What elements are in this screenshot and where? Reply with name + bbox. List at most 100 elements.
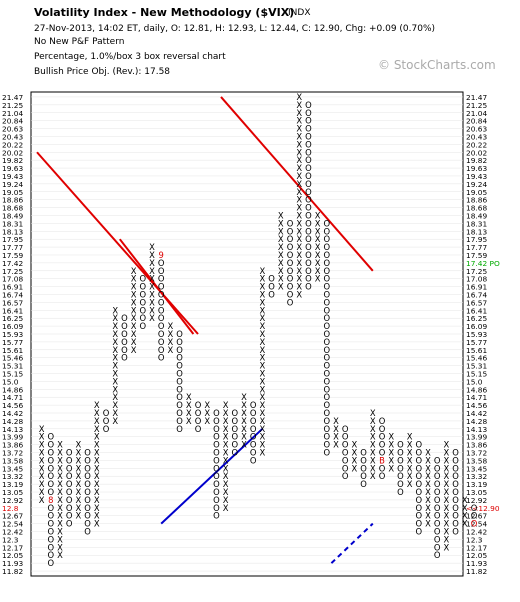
- x-mark: X: [241, 400, 247, 410]
- y-tick-label-left: 14.13: [2, 425, 23, 434]
- y-tick-label-left: 16.41: [2, 306, 23, 315]
- x-mark: X: [112, 369, 118, 379]
- x-mark: X: [94, 424, 100, 434]
- o-mark: O: [324, 258, 331, 268]
- x-mark: X: [94, 479, 100, 489]
- x-mark: X: [462, 519, 468, 529]
- o-mark: O: [213, 424, 220, 434]
- x-mark: X: [149, 305, 155, 315]
- x-mark: X: [444, 448, 450, 458]
- o-mark: O: [452, 455, 459, 465]
- o-mark: O: [158, 282, 165, 292]
- x-mark: X: [315, 266, 321, 276]
- y-tick-label-left: 18.31: [2, 219, 23, 228]
- o-mark: O: [342, 424, 349, 434]
- y-tick-label-right: 12.3: [466, 535, 483, 544]
- y-tick-label-left: 15.93: [2, 330, 23, 339]
- x-mark: X: [39, 440, 45, 450]
- o-mark: O: [452, 463, 459, 473]
- y-tick-label-left: 13.32: [2, 472, 23, 481]
- o-mark: O: [66, 503, 73, 513]
- o-mark: O: [84, 455, 91, 465]
- o-mark: O: [232, 440, 239, 450]
- x-mark: X: [131, 282, 137, 292]
- y-tick-label-right: 14.42: [466, 409, 487, 418]
- x-mark: X: [149, 282, 155, 292]
- y-tick-label-right: 14.56: [466, 401, 487, 410]
- y-tick-label-right: 13.86: [466, 441, 487, 450]
- y-tick-label-left: 15.31: [2, 362, 23, 371]
- y-tick-label-right: 13.45: [466, 464, 487, 473]
- y-tick-label-right: 16.41: [466, 306, 487, 315]
- y-tick-label-right: 20.43: [466, 132, 487, 141]
- x-mark: X: [57, 463, 63, 473]
- x-mark: X: [94, 432, 100, 442]
- x-mark: X: [94, 495, 100, 505]
- x-mark: X: [112, 321, 118, 331]
- x-mark: X: [296, 250, 302, 260]
- y-tick-label-right: 15.93: [466, 330, 487, 339]
- y-tick-label-right: 16.09: [466, 322, 487, 331]
- x-mark: X: [370, 463, 376, 473]
- x-mark: X: [296, 131, 302, 141]
- x-mark: X: [352, 448, 358, 458]
- x-mark: X: [241, 432, 247, 442]
- y-tick-label-right: 11.93: [466, 559, 487, 568]
- x-mark: X: [407, 432, 413, 442]
- x-mark: X: [352, 455, 358, 465]
- x-mark: X: [57, 479, 63, 489]
- o-mark: O: [287, 289, 294, 299]
- x-mark: X: [296, 195, 302, 205]
- o-mark: O: [305, 218, 312, 228]
- o-mark: O: [158, 289, 165, 299]
- o-mark: O: [250, 455, 257, 465]
- trendline-resistance-3: [220, 96, 374, 272]
- o-mark: O: [360, 471, 367, 481]
- x-mark: X: [260, 297, 266, 307]
- y-tick-label-left: 18.49: [2, 211, 23, 220]
- o-mark: O: [324, 392, 331, 402]
- x-mark: X: [131, 321, 137, 331]
- x-mark: X: [260, 384, 266, 394]
- x-mark: X: [296, 147, 302, 157]
- o-mark: O: [84, 463, 91, 473]
- x-mark: X: [112, 329, 118, 339]
- x-mark: X: [39, 471, 45, 481]
- x-mark: X: [223, 495, 229, 505]
- o-mark: O: [342, 432, 349, 442]
- x-mark: X: [370, 432, 376, 442]
- o-mark: O: [305, 282, 312, 292]
- o-mark: O: [397, 455, 404, 465]
- x-mark: X: [57, 487, 63, 497]
- x-mark: X: [278, 218, 284, 228]
- o-mark: O: [305, 100, 312, 110]
- y-tick-label-left: 21.47: [2, 93, 23, 102]
- x-mark: X: [260, 321, 266, 331]
- o-mark: O: [305, 274, 312, 284]
- o-mark: O: [324, 297, 331, 307]
- o-mark: O: [232, 416, 239, 426]
- x-mark: X: [333, 424, 339, 434]
- y-tick-label-left: 16.91: [2, 283, 23, 292]
- x-mark: X: [315, 218, 321, 228]
- o-mark: O: [48, 558, 55, 568]
- x-mark: X: [112, 361, 118, 371]
- o-mark: O: [140, 289, 147, 299]
- y-tick-label-right: 19.43: [466, 172, 487, 181]
- o-mark: O: [176, 392, 183, 402]
- o-mark: O: [176, 337, 183, 347]
- x-mark: X: [39, 455, 45, 465]
- o-mark: O: [84, 527, 91, 537]
- o-mark: O: [324, 289, 331, 299]
- y-tick-label-right: 19.82: [466, 156, 487, 165]
- x-mark: X: [333, 416, 339, 426]
- o-mark: O: [342, 440, 349, 450]
- x-mark: X: [94, 511, 100, 521]
- y-tick-label-right: 18.13: [466, 227, 487, 236]
- x-mark: X: [278, 258, 284, 268]
- o-mark: O: [324, 448, 331, 458]
- y-tick-label-left: 13.86: [2, 441, 23, 450]
- y-tick-label-right: 13.32: [466, 472, 487, 481]
- x-mark: X: [444, 440, 450, 450]
- x-mark: X: [57, 550, 63, 560]
